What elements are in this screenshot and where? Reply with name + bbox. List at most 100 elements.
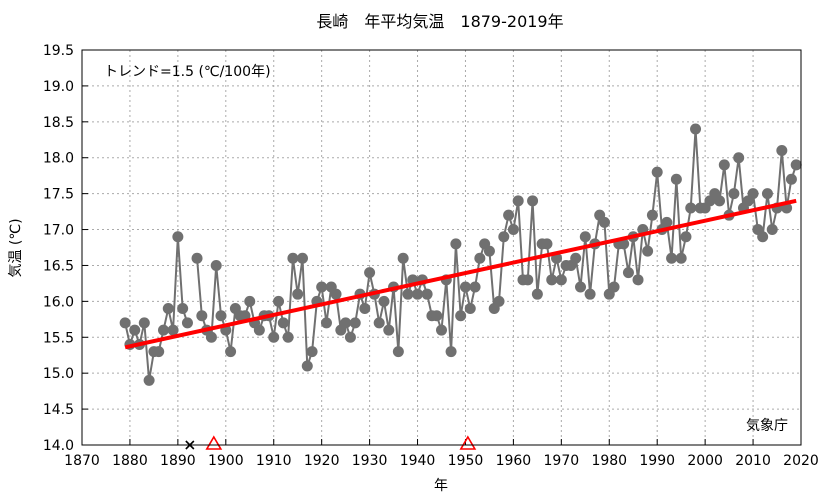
data-point (253, 324, 265, 336)
data-point (555, 274, 567, 286)
y-tick-label: 16.0 (43, 294, 74, 310)
x-tick-label: 1960 (496, 453, 532, 469)
data-point (666, 252, 678, 264)
data-point (143, 374, 155, 386)
data-point (282, 331, 294, 343)
data-point (575, 281, 587, 293)
y-tick-label: 16.5 (43, 258, 74, 274)
data-point (790, 159, 802, 171)
data-point (450, 238, 462, 250)
data-point (498, 231, 510, 243)
data-point (680, 231, 692, 243)
data-point (436, 324, 447, 336)
data-point (570, 252, 582, 264)
x-tick-label: 1940 (400, 453, 436, 469)
x-tick-label: 1890 (160, 453, 196, 469)
data-point (474, 252, 486, 264)
data-point (632, 274, 644, 286)
data-point (685, 202, 697, 214)
data-point (397, 252, 409, 264)
x-tick-label: 1920 (304, 453, 340, 469)
data-point (306, 346, 318, 358)
data-point (210, 259, 222, 271)
data-point (661, 216, 673, 228)
data-point (383, 324, 395, 336)
triangle-marker (459, 435, 477, 450)
data-point (162, 303, 174, 315)
y-tick-label: 14.5 (43, 402, 74, 418)
data-point (129, 324, 141, 336)
chart-title: 長崎 年平均気温 1879-2019年 (316, 12, 563, 31)
y-tick-label: 18.5 (43, 115, 74, 131)
data-point (785, 173, 797, 185)
trend-line-group (124, 198, 797, 350)
data-point (618, 238, 630, 250)
y-tick-label: 14.0 (43, 438, 74, 454)
data-point (642, 245, 654, 257)
data-point (364, 267, 376, 279)
data-point (153, 346, 165, 358)
trend-annotation: トレンド=1.5 (℃/100年) (104, 64, 271, 80)
data-point (512, 195, 524, 207)
data-point (651, 166, 663, 178)
data-point (522, 274, 534, 286)
data-point (503, 209, 515, 221)
data-point (546, 274, 558, 286)
axis-markers (185, 435, 477, 450)
data-point (292, 288, 304, 300)
x-tick-label: 1970 (544, 453, 580, 469)
data-point (469, 281, 481, 293)
data-point (579, 231, 591, 243)
data-point (718, 159, 730, 171)
x-tick-label: 1900 (208, 453, 244, 469)
x-tick-label: 2010 (735, 453, 771, 469)
data-point (344, 331, 356, 343)
x-tick-label: 2020 (783, 453, 819, 469)
data-point (177, 303, 189, 315)
data-point (287, 252, 299, 264)
data-point (714, 195, 726, 207)
data-point (225, 346, 237, 358)
data-point (273, 295, 285, 307)
data-point (507, 224, 519, 236)
triangle-marker (205, 435, 223, 450)
data-point (215, 310, 227, 322)
x-tick-label: 1930 (352, 453, 388, 469)
data-point (541, 238, 553, 250)
x-axis-label: 年 (434, 478, 448, 494)
data-point (766, 224, 778, 236)
data-point (349, 317, 361, 329)
data-point (421, 288, 433, 300)
data-point (776, 145, 788, 157)
y-tick-label: 15.0 (43, 366, 74, 382)
data-point (392, 346, 404, 358)
data-point (181, 317, 193, 329)
data-point (320, 317, 332, 329)
data-point (402, 288, 414, 300)
data-point (330, 288, 342, 300)
data-point (191, 252, 203, 264)
x-axis: 1870 1880 1890 1900 1910 1920 1930 1940 1950 1960… (64, 439, 819, 469)
data-point (531, 288, 543, 300)
data-point (598, 216, 610, 228)
data-point (316, 281, 328, 293)
x-tick-label: 1980 (591, 453, 627, 469)
data-point (138, 317, 150, 329)
series-annual-temperature (119, 123, 802, 386)
x-tick-label: 1870 (64, 453, 100, 469)
data-point (412, 288, 424, 300)
data-point (167, 324, 179, 336)
y-tick-label: 19.0 (43, 79, 74, 95)
data-point (464, 303, 476, 315)
data-point (584, 288, 596, 300)
data-point (244, 295, 256, 307)
data-point (340, 317, 352, 329)
x-tick-label: 1880 (112, 453, 148, 469)
y-tick-label: 17.5 (43, 187, 74, 203)
data-point (205, 331, 217, 343)
data-point (157, 324, 169, 336)
data-point (527, 195, 539, 207)
data-point (670, 173, 682, 185)
data-point (728, 188, 740, 200)
data-point (172, 231, 184, 243)
